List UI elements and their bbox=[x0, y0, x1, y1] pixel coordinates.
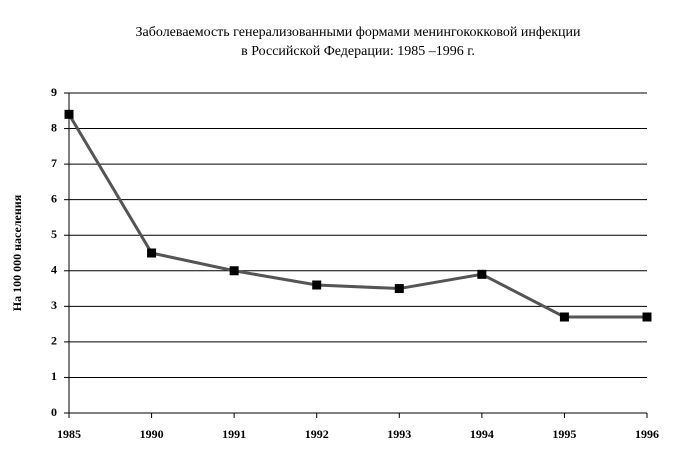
x-tick-label: 1990 bbox=[140, 427, 164, 441]
x-tick-label: 1992 bbox=[305, 427, 329, 441]
y-tick-label: 7 bbox=[51, 156, 57, 170]
y-tick-label: 4 bbox=[51, 263, 57, 277]
y-tick-label: 5 bbox=[51, 227, 57, 241]
series-line bbox=[67, 113, 647, 319]
point-marker bbox=[64, 109, 74, 119]
y-tick-label: 9 bbox=[51, 85, 57, 99]
y-tick-label: 8 bbox=[51, 120, 57, 134]
x-tick-label: 1994 bbox=[470, 427, 494, 441]
point-marker bbox=[147, 248, 157, 258]
x-tick-label: 1993 bbox=[387, 427, 411, 441]
chart-title: Заболеваемость генерализованными формами… bbox=[136, 25, 581, 40]
point-marker bbox=[559, 312, 569, 322]
point-marker bbox=[477, 269, 487, 279]
x-tick-label: 1996 bbox=[635, 427, 659, 441]
point-marker bbox=[642, 312, 652, 322]
x-tick-label: 1991 bbox=[222, 427, 246, 441]
y-axis-label: На 100 000 населения bbox=[10, 194, 24, 311]
x-tick-label: 1985 bbox=[57, 427, 81, 441]
y-tick-label: 3 bbox=[51, 298, 57, 312]
y-tick-label: 0 bbox=[51, 405, 57, 419]
point-marker bbox=[229, 266, 239, 276]
y-tick-label: 2 bbox=[51, 334, 57, 348]
chart-title: в Российской Федерации: 1985 –1996 г. bbox=[241, 44, 475, 59]
x-tick-label: 1995 bbox=[552, 427, 576, 441]
point-marker bbox=[312, 280, 322, 290]
point-marker bbox=[394, 284, 404, 294]
y-tick-label: 6 bbox=[51, 191, 57, 205]
y-tick-label: 1 bbox=[51, 369, 57, 383]
